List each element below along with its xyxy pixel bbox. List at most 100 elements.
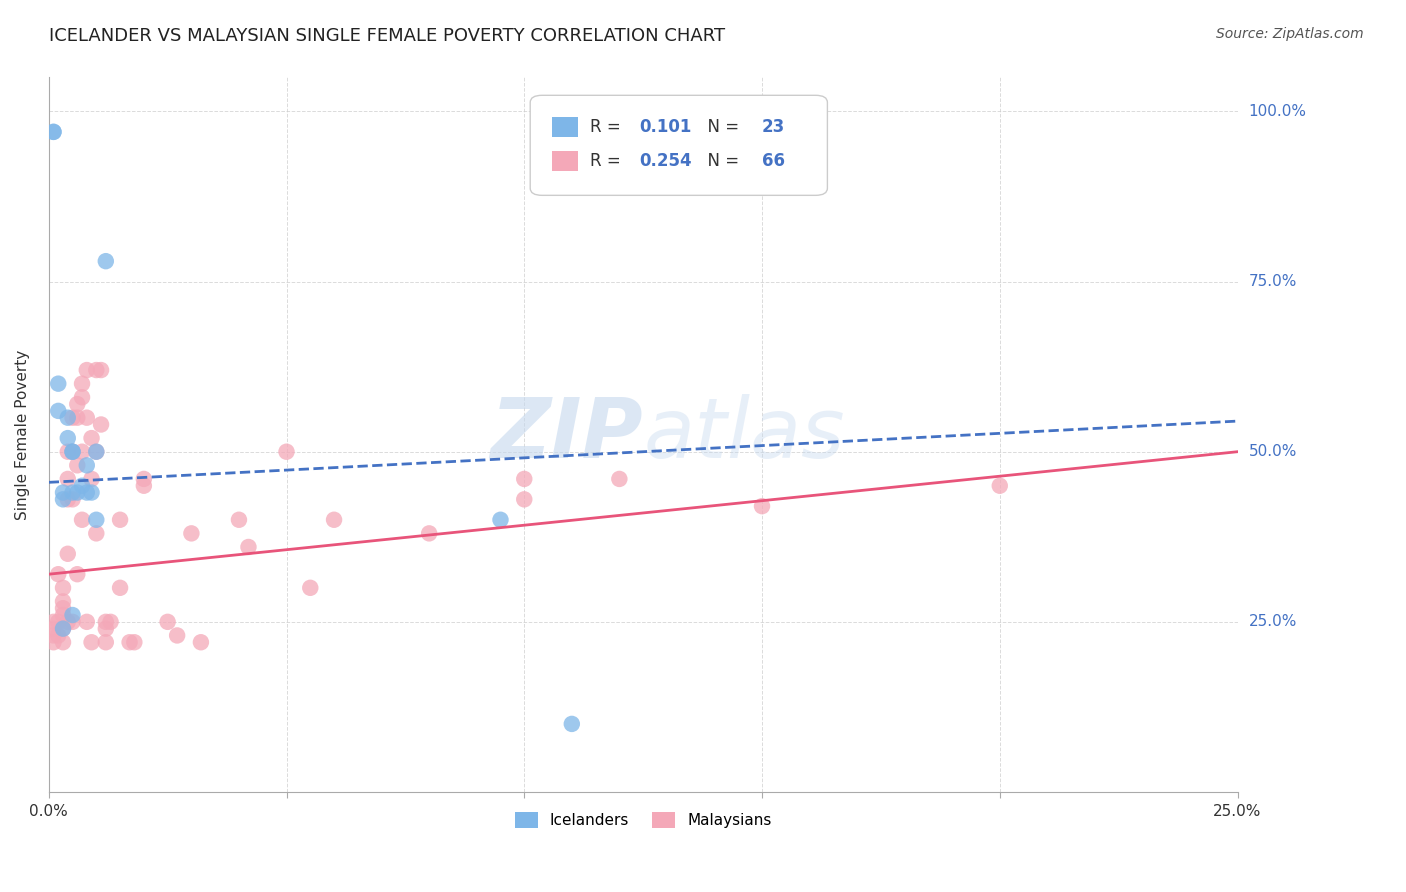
- Point: [52, 635, 75, 649]
- Point: [62, 444, 84, 458]
- Point: [94, 635, 117, 649]
- Point: [132, 479, 155, 493]
- Point: [52, 594, 75, 608]
- Point: [76, 363, 98, 377]
- Point: [124, 635, 146, 649]
- Text: 100.0%: 100.0%: [1249, 104, 1306, 119]
- Point: [70, 390, 93, 404]
- Point: [46, 567, 69, 582]
- Point: [62, 444, 84, 458]
- Text: ZIP: ZIP: [491, 394, 643, 475]
- Point: [62, 615, 84, 629]
- Point: [66, 567, 89, 582]
- Point: [70, 479, 93, 493]
- Point: [62, 607, 84, 622]
- Text: atlas: atlas: [643, 394, 845, 475]
- Point: [46, 404, 69, 418]
- Text: 75.0%: 75.0%: [1249, 274, 1296, 289]
- Point: [42, 125, 65, 139]
- Point: [70, 376, 93, 391]
- Point: [52, 485, 75, 500]
- Point: [228, 513, 250, 527]
- Point: [166, 628, 188, 642]
- Point: [323, 513, 346, 527]
- Point: [46, 615, 69, 629]
- Point: [108, 513, 131, 527]
- Point: [76, 485, 98, 500]
- Point: [52, 601, 75, 615]
- Point: [84, 513, 107, 527]
- Point: [418, 526, 440, 541]
- Point: [56, 615, 79, 629]
- Point: [190, 635, 212, 649]
- Point: [76, 410, 98, 425]
- Point: [94, 622, 117, 636]
- Point: [56, 472, 79, 486]
- Point: [56, 547, 79, 561]
- Text: ICELANDER VS MALAYSIAN SINGLE FEMALE POVERTY CORRELATION CHART: ICELANDER VS MALAYSIAN SINGLE FEMALE POV…: [49, 27, 725, 45]
- Point: [56, 444, 79, 458]
- Point: [100, 615, 122, 629]
- Point: [751, 499, 773, 513]
- Point: [52, 492, 75, 507]
- Point: [84, 363, 107, 377]
- Point: [609, 472, 631, 486]
- Point: [299, 581, 322, 595]
- Point: [238, 540, 260, 554]
- Point: [132, 472, 155, 486]
- Text: R =: R =: [589, 118, 626, 136]
- Point: [84, 444, 107, 458]
- Point: [94, 254, 117, 268]
- Point: [42, 125, 65, 139]
- Point: [276, 444, 298, 458]
- Point: [94, 615, 117, 629]
- Point: [180, 526, 202, 541]
- Point: [62, 492, 84, 507]
- Point: [70, 444, 93, 458]
- Point: [90, 417, 112, 432]
- Point: [76, 615, 98, 629]
- Point: [62, 485, 84, 500]
- Point: [156, 615, 179, 629]
- Y-axis label: Single Female Poverty: Single Female Poverty: [15, 350, 30, 520]
- Point: [84, 526, 107, 541]
- Point: [66, 458, 89, 473]
- Point: [118, 635, 141, 649]
- Point: [52, 622, 75, 636]
- Point: [42, 622, 65, 636]
- Point: [80, 635, 103, 649]
- Point: [46, 376, 69, 391]
- Bar: [551, 117, 578, 136]
- Point: [52, 581, 75, 595]
- Text: 0.254: 0.254: [640, 152, 692, 170]
- Point: [42, 615, 65, 629]
- Text: 23: 23: [762, 118, 786, 136]
- Point: [76, 458, 98, 473]
- Bar: [551, 151, 578, 171]
- Point: [66, 410, 89, 425]
- Point: [513, 472, 536, 486]
- Point: [84, 444, 107, 458]
- Point: [52, 622, 75, 636]
- Text: N =: N =: [696, 118, 744, 136]
- Point: [70, 513, 93, 527]
- Legend: Icelanders, Malaysians: Icelanders, Malaysians: [509, 806, 778, 834]
- Point: [42, 628, 65, 642]
- Point: [489, 513, 512, 527]
- Point: [80, 431, 103, 445]
- Text: N =: N =: [696, 152, 744, 170]
- Point: [62, 410, 84, 425]
- Point: [80, 485, 103, 500]
- Text: 0.101: 0.101: [640, 118, 692, 136]
- Point: [56, 410, 79, 425]
- Point: [108, 581, 131, 595]
- Point: [988, 479, 1011, 493]
- Text: Source: ZipAtlas.com: Source: ZipAtlas.com: [1216, 27, 1364, 41]
- Point: [46, 628, 69, 642]
- Point: [52, 607, 75, 622]
- Text: 25.0%: 25.0%: [1249, 615, 1296, 630]
- Point: [56, 492, 79, 507]
- Point: [80, 472, 103, 486]
- Point: [513, 492, 536, 507]
- Text: 66: 66: [762, 152, 785, 170]
